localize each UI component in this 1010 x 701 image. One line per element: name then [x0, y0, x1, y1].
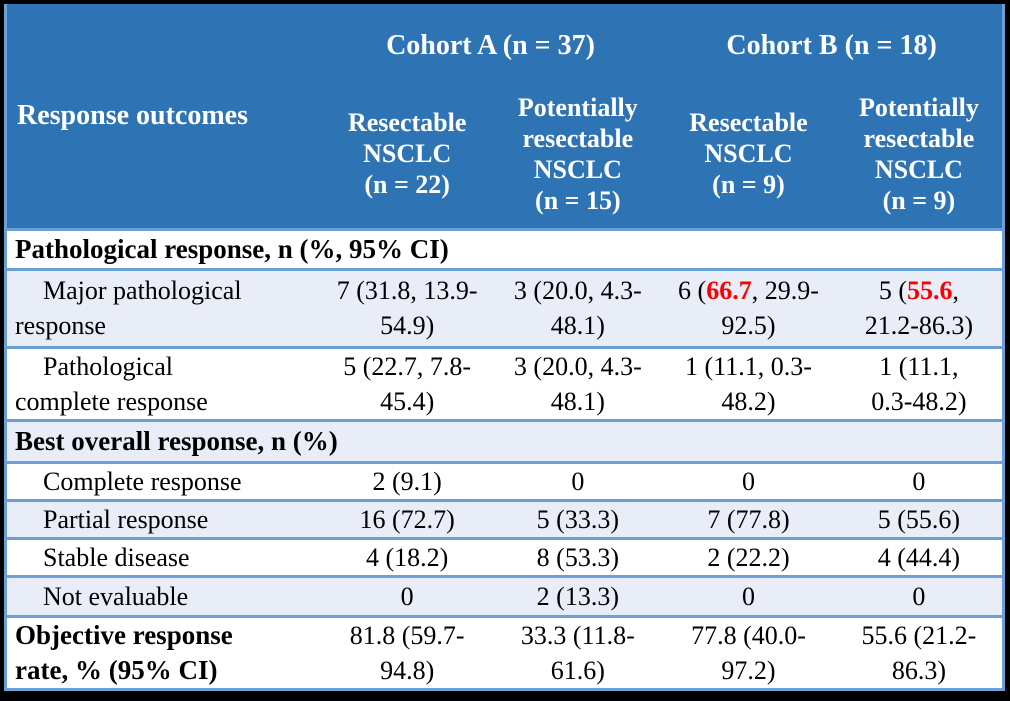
col-header-resectable-cohort-b: Resectable NSCLC (n = 9)	[661, 74, 836, 229]
section-row-best-overall-response: Best overall response, n (%)	[5, 420, 1004, 462]
row-objective-response-rate: Objective response rate, % (95% CI) 81.8…	[5, 616, 1004, 689]
value-cell: 2 (22.2)	[707, 542, 790, 572]
section-label: Best overall response, n (%)	[15, 425, 338, 456]
value-prefix: 5 (	[878, 276, 907, 305]
col-header-resectable-cohort-a: Resectable NSCLC (n = 22)	[319, 74, 495, 229]
value-cell: 5 (22.7, 7.8- 45.4)	[343, 351, 472, 416]
value-cell: 4 (18.2)	[366, 542, 449, 572]
value-cell: 2 (9.1)	[372, 466, 442, 496]
cohort-header-row: Response outcomes Cohort A (n = 37) Coho…	[5, 4, 1004, 229]
value-cell: 55.6 (21.2- 86.3)	[861, 620, 977, 685]
highlighted-value: 55.6	[906, 276, 953, 305]
value-cell: 0	[571, 466, 585, 496]
subgroup-header-row: Resectable NSCLC (n = 22) Potentially re…	[6, 74, 1004, 229]
value-cell: 1 (11.1, 0.3-48.2)	[871, 351, 967, 416]
cohort-b-header: Cohort B (n = 18)	[661, 4, 1004, 74]
col-header-potentially-resectable-cohort-a: Potentially resectable NSCLC (n = 15)	[494, 74, 662, 229]
corner-header-response-outcomes: Response outcomes	[5, 4, 320, 229]
row-label: Partial response	[43, 504, 209, 534]
value-cell: 5 (33.3)	[536, 504, 619, 534]
row-label: Complete response	[43, 466, 242, 496]
value-cell: 0	[912, 581, 926, 611]
table-header: Response outcomes Cohort A (n = 37) Coho…	[5, 4, 1004, 229]
value-suffix: , 29.9- 92.5)	[721, 276, 819, 340]
value-cell: 0	[741, 466, 755, 496]
row-pathological-complete-response: Pathological complete response 5 (22.7, …	[5, 347, 1004, 420]
section-label: Pathological response, n (%, 95% CI)	[15, 233, 449, 264]
value-cell: 3 (20.0, 4.3- 48.1)	[513, 351, 642, 416]
value-cell: 0	[741, 581, 755, 611]
row-label: Objective response rate, % (95% CI)	[15, 619, 233, 685]
row-label: Pathological complete response	[15, 351, 208, 416]
value-cell: 2 (13.3)	[536, 581, 619, 611]
value-cell: 81.8 (59.7- 94.8)	[349, 620, 465, 685]
value-cell: 16 (72.7)	[359, 504, 455, 534]
value-cell-with-highlight: 6 (66.7, 29.9- 92.5)	[661, 269, 836, 347]
value-suffix: , 21.2-86.3)	[864, 276, 974, 340]
cohort-a-header: Cohort A (n = 37)	[319, 4, 662, 74]
value-cell-with-highlight: 5 (55.6, 21.2-86.3)	[836, 269, 1004, 347]
value-cell: 7 (77.8)	[707, 504, 790, 534]
row-partial-response: Partial response 16 (72.7) 5 (33.3) 7 (7…	[5, 500, 1004, 538]
value-cell: 0	[400, 581, 414, 611]
value-cell: 5 (55.6)	[877, 504, 961, 534]
highlighted-value: 66.7	[706, 276, 752, 305]
value-cell: 7 (31.8, 13.9- 54.9)	[336, 276, 478, 340]
value-cell: 4 (44.4)	[877, 542, 961, 572]
value-cell: 0	[912, 466, 926, 496]
value-prefix: 6 (	[678, 276, 707, 305]
value-cell: 8 (53.3)	[536, 542, 619, 572]
row-label: Not evaluable	[43, 581, 189, 611]
section-row-pathological-response: Pathological response, n (%, 95% CI)	[5, 229, 1004, 269]
value-cell: 33.3 (11.8- 61.6)	[520, 620, 635, 685]
value-cell: 77.8 (40.0- 97.2)	[691, 620, 806, 685]
value-cell: 1 (11.1, 0.3- 48.2)	[685, 351, 812, 416]
response-outcomes-table: Response outcomes Cohort A (n = 37) Coho…	[4, 4, 1005, 691]
row-not-evaluable: Not evaluable 0 2 (13.3) 0 0	[5, 576, 1004, 616]
table-body: Pathological response, n (%, 95% CI) Maj…	[5, 229, 1004, 689]
col-header-potentially-resectable-cohort-b: Potentially resectable NSCLC (n = 9)	[835, 74, 1004, 229]
row-label: Major pathological response	[15, 276, 242, 340]
row-major-pathological-response: Major pathological response 7 (31.8, 13.…	[5, 269, 1004, 347]
row-stable-disease: Stable disease 4 (18.2) 8 (53.3) 2 (22.2…	[5, 538, 1004, 576]
value-cell: 3 (20.0, 4.3- 48.1)	[513, 276, 642, 340]
row-label: Stable disease	[43, 542, 190, 572]
row-complete-response: Complete response 2 (9.1) 0 0 0	[5, 462, 1004, 500]
